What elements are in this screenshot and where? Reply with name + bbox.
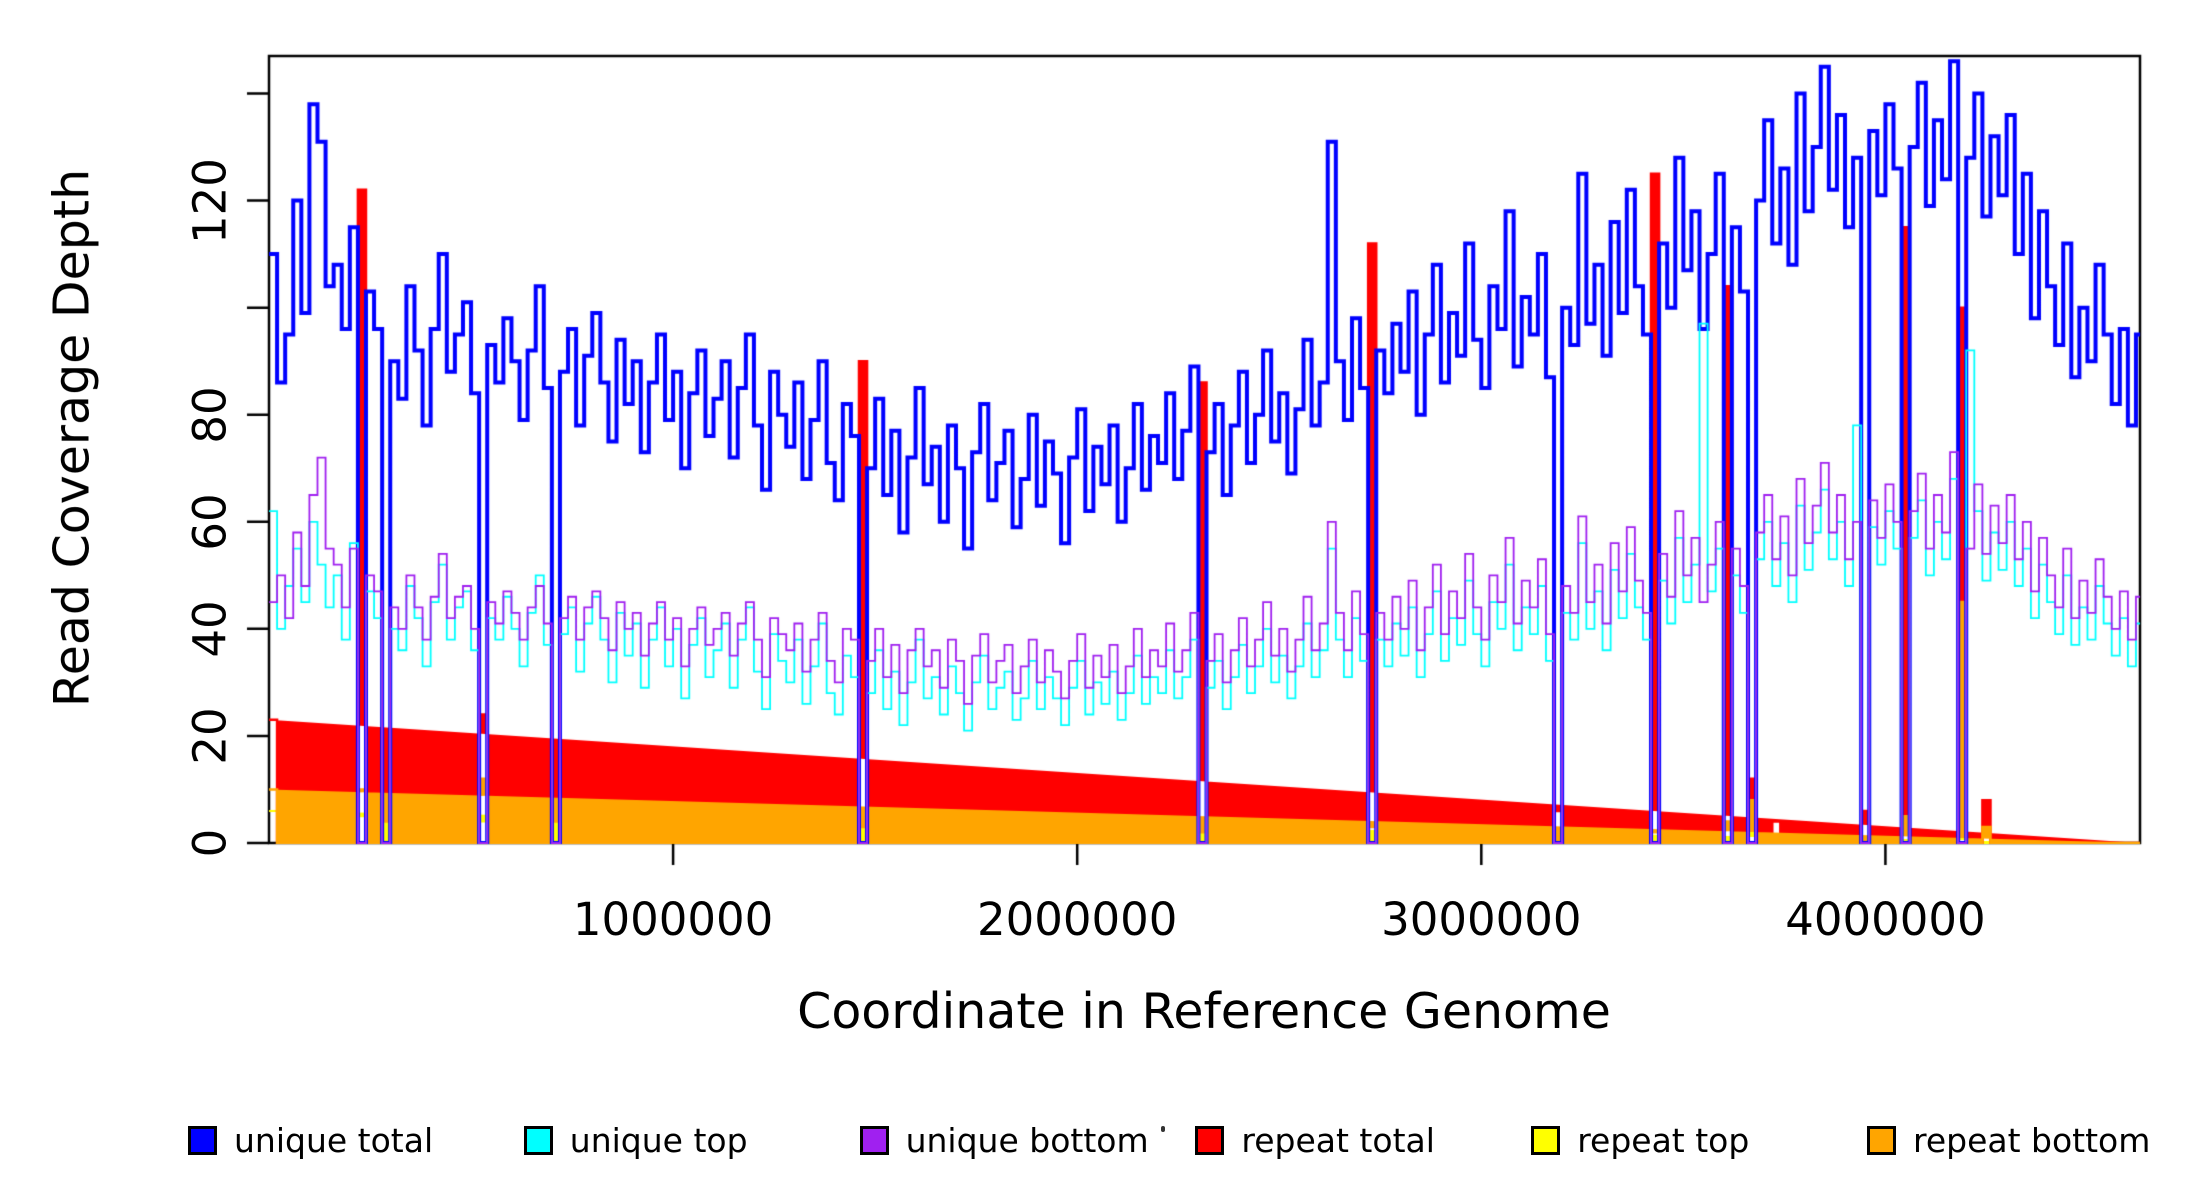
x-tick-label: 1000000: [572, 893, 774, 946]
y-tick-label: 120: [183, 157, 237, 244]
legend-label: repeat bottom: [1913, 1120, 2151, 1160]
legend-item-repeat-top: repeat top: [1531, 1120, 1750, 1160]
legend-swatch-icon: [188, 1125, 217, 1155]
legend-swatch-icon: [859, 1125, 889, 1155]
legend-swatch-icon: [1531, 1125, 1561, 1155]
legend-swatch-icon: [1867, 1125, 1896, 1155]
x-tick-label: 4000000: [1785, 893, 1986, 946]
y-axis-title: Read Coverage Depth: [43, 168, 101, 708]
x-tick-label: 2000000: [976, 893, 1178, 946]
y-tick-label: 80: [183, 386, 237, 444]
legend: unique total unique top unique bottom repea…: [0, 1120, 2200, 1162]
legend-item-unique-total: unique total: [188, 1120, 434, 1160]
legend-item-repeat-bottom: repeat bottom: [1867, 1120, 2151, 1160]
legend-item-unique-bottom: unique bottom: [859, 1120, 1149, 1160]
legend-item-repeat-total: repeat total: [1195, 1120, 1435, 1160]
legend-swatch-icon: [1195, 1125, 1225, 1155]
stray-mark: [1161, 1126, 1165, 1132]
legend-label: repeat top: [1577, 1120, 1750, 1160]
legend-label: unique bottom: [905, 1120, 1149, 1160]
y-tick-label: 0: [183, 828, 237, 858]
x-tick-label: 3000000: [1381, 893, 1582, 946]
y-tick-label: 40: [183, 600, 237, 658]
legend-label: unique total: [234, 1120, 434, 1160]
legend-swatch-icon: [523, 1125, 553, 1155]
legend-label: unique top: [569, 1120, 748, 1160]
legend-item-unique-top: unique top: [523, 1120, 748, 1160]
legend-label: repeat total: [1241, 1120, 1435, 1160]
y-tick-label: 20: [183, 707, 237, 765]
y-tick-label: 60: [183, 493, 237, 551]
x-axis-title: Coordinate in Reference Genome: [797, 983, 1611, 1040]
